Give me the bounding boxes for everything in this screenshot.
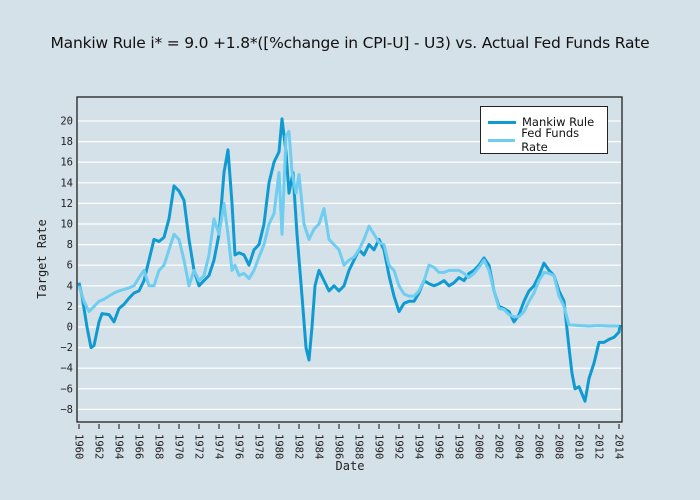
x-tick-label: 1976 xyxy=(233,434,245,459)
y-tick-label: −8 xyxy=(60,404,73,416)
x-tick-label: 1980 xyxy=(273,434,285,459)
y-tick-label: −2 xyxy=(60,342,73,354)
legend-item-fed-funds-rate[interactable]: Fed Funds Rate xyxy=(488,126,607,154)
x-tick-label: 1998 xyxy=(453,434,465,459)
x-tick-label: 1964 xyxy=(113,434,125,459)
plot-frame xyxy=(76,96,623,423)
x-tick-label: 2000 xyxy=(473,434,485,459)
x-tick-label: 1968 xyxy=(153,434,165,459)
x-tick-label: 1992 xyxy=(393,434,405,459)
y-tick-label: 6 xyxy=(67,260,73,272)
legend-swatch-fed-funds-rate xyxy=(488,138,516,142)
gridlines xyxy=(78,120,621,410)
x-tick-label: 1978 xyxy=(253,434,265,459)
y-tick-label: 18 xyxy=(60,136,73,148)
legend-label-fed-funds-rate: Fed Funds Rate xyxy=(521,126,580,154)
y-tick-label: 20 xyxy=(60,116,73,128)
x-tick-label: 1988 xyxy=(353,434,365,459)
x-tick-label: 2004 xyxy=(513,434,525,459)
y-tick-label: 16 xyxy=(60,157,73,169)
x-tick-label: 2002 xyxy=(493,434,505,459)
x-tick-label: 1986 xyxy=(333,434,345,459)
series-line-mankiw-rule[interactable] xyxy=(77,117,622,403)
y-tick-label: −4 xyxy=(60,363,73,375)
y-tick-label: 0 xyxy=(67,322,73,334)
x-axis-ticks: 1960 1962 1964 1966 1968 1970 1972 1974 1976 1978… xyxy=(73,424,625,459)
x-tick-label: 1960 xyxy=(73,434,85,459)
x-tick-label: 1994 xyxy=(413,434,425,459)
x-tick-label: 1972 xyxy=(193,434,205,459)
x-tick-label: 1966 xyxy=(133,434,145,459)
x-axis-label: Date xyxy=(336,459,365,473)
y-tick-label: 2 xyxy=(67,301,73,313)
x-tick-label: 2010 xyxy=(573,434,585,459)
x-tick-label: 1996 xyxy=(433,434,445,459)
x-tick-label: 1962 xyxy=(93,434,105,459)
x-tick-label: 2008 xyxy=(553,434,565,459)
x-tick-label: 2014 xyxy=(613,434,625,459)
y-tick-label: 10 xyxy=(60,219,73,231)
y-tick-label: 8 xyxy=(67,239,73,251)
legend-item-mankiw-rule[interactable]: Mankiw Rule xyxy=(488,113,594,131)
y-tick-label: 14 xyxy=(60,177,73,189)
x-tick-label: 1990 xyxy=(373,434,385,459)
series-lines xyxy=(77,117,622,403)
y-tick-label: −6 xyxy=(60,383,73,395)
x-tick-label: 1982 xyxy=(293,434,305,459)
x-tick-label: 1984 xyxy=(313,434,325,459)
legend: Mankiw Rule Fed Funds Rate xyxy=(480,106,608,154)
series-line-fed-funds-rate[interactable] xyxy=(77,129,619,328)
x-tick-label: 2012 xyxy=(593,434,605,459)
x-tick-label: 1974 xyxy=(213,434,225,459)
legend-label-mankiw-rule: Mankiw Rule xyxy=(522,115,595,129)
y-tick-label: 4 xyxy=(67,280,73,292)
chart-title: Mankiw Rule i* = 9.0 +1.8*([%change in C… xyxy=(50,34,650,52)
x-tick-label: 2006 xyxy=(533,434,545,459)
x-tick-label: 1970 xyxy=(173,434,185,459)
y-axis-label: Target Rate xyxy=(35,219,49,298)
legend-swatch-mankiw-rule xyxy=(488,120,516,124)
y-tick-label: 12 xyxy=(60,198,73,210)
